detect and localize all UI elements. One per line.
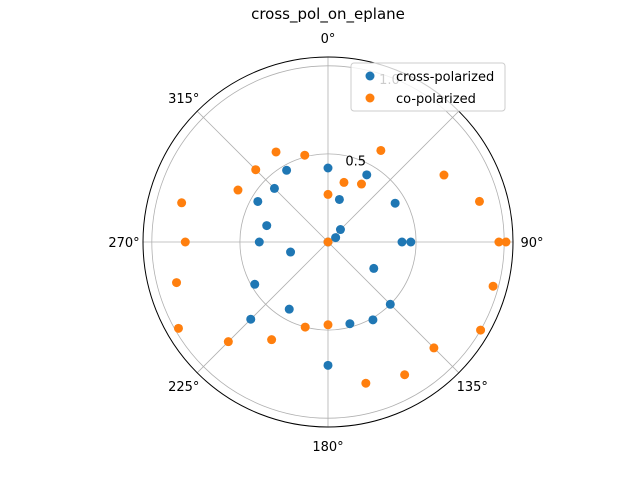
theta-tick-label: 135°: [457, 380, 488, 395]
data-point-co-polarized: [494, 237, 504, 247]
data-point-cross-polarized: [406, 237, 416, 247]
data-point-cross-polarized: [323, 360, 333, 370]
data-point-co-polarized: [501, 237, 511, 247]
data-point-co-polarized: [251, 165, 261, 175]
data-point-co-polarized: [177, 198, 187, 208]
chart-title: cross_pol_on_eplane: [251, 5, 405, 24]
data-point-cross-polarized: [323, 163, 333, 173]
data-point-co-polarized: [339, 177, 349, 187]
data-point-cross-polarized: [390, 198, 400, 208]
data-point-cross-polarized: [282, 165, 292, 175]
theta-tick-label: 270°: [108, 236, 139, 251]
theta-grid-line: [327, 110, 460, 243]
data-point-co-polarized: [267, 335, 277, 345]
data-point-co-polarized: [233, 185, 243, 195]
data-point-cross-polarized: [253, 196, 263, 206]
data-point-cross-polarized: [286, 247, 296, 257]
data-point-co-polarized: [429, 343, 439, 353]
legend-label: cross-polarized: [396, 70, 494, 85]
data-point-co-polarized: [271, 147, 281, 157]
theta-tick-label: 90°: [520, 236, 543, 251]
data-point-cross-polarized: [262, 221, 272, 231]
data-point-co-polarized: [173, 323, 183, 333]
legend-marker: [365, 93, 375, 103]
polar-grid: [143, 57, 513, 427]
data-point-cross-polarized: [331, 233, 341, 243]
data-point-cross-polarized: [368, 315, 378, 325]
data-point-cross-polarized: [246, 314, 256, 324]
data-point-cross-polarized: [345, 319, 355, 329]
data-point-cross-polarized: [284, 304, 294, 314]
data-point-co-polarized: [300, 322, 310, 332]
data-point-co-polarized: [376, 145, 386, 155]
data-point-cross-polarized: [369, 263, 379, 273]
theta-grid-line: [196, 241, 329, 374]
data-point-cross-polarized: [269, 183, 279, 193]
data-point-co-polarized: [474, 196, 484, 206]
legend-marker: [365, 71, 375, 81]
legend-label: co-polarized: [396, 92, 476, 107]
data-point-co-polarized: [488, 281, 498, 291]
data-point-cross-polarized: [362, 170, 372, 180]
theta-tick-label: 180°: [312, 440, 343, 455]
polar-spine: [142, 56, 514, 428]
data-point-cross-polarized: [385, 299, 395, 309]
data-point-co-polarized: [476, 325, 486, 335]
data-point-cross-polarized: [250, 279, 260, 289]
data-point-cross-polarized: [397, 237, 407, 247]
data-point-cross-polarized: [334, 194, 344, 204]
data-point-co-polarized: [300, 150, 310, 160]
theta-tick-label: 0°: [321, 32, 336, 47]
r-tick-label: 0.5: [345, 155, 366, 170]
data-point-co-polarized: [400, 370, 410, 380]
theta-tick-label: 315°: [168, 92, 199, 107]
theta-grid-line: [196, 110, 329, 243]
data-point-co-polarized: [361, 378, 371, 388]
data-point-co-polarized: [180, 237, 190, 247]
data-points: [172, 145, 511, 388]
data-point-co-polarized: [323, 237, 333, 247]
theta-tick-labels: 0° 90° 135° 180° 225° 270° 315°: [108, 32, 543, 455]
data-point-co-polarized: [223, 337, 233, 347]
legend: cross-polarized co-polarized: [350, 62, 506, 112]
data-point-cross-polarized: [335, 225, 345, 235]
data-point-co-polarized: [323, 189, 333, 199]
polar-frame: [142, 56, 514, 428]
data-point-cross-polarized: [254, 237, 264, 247]
data-point-co-polarized: [323, 320, 333, 330]
data-point-co-polarized: [439, 170, 449, 180]
legend-box: [350, 62, 506, 112]
data-point-co-polarized: [172, 278, 182, 288]
theta-tick-label: 225°: [168, 380, 199, 395]
data-point-co-polarized: [356, 179, 366, 189]
